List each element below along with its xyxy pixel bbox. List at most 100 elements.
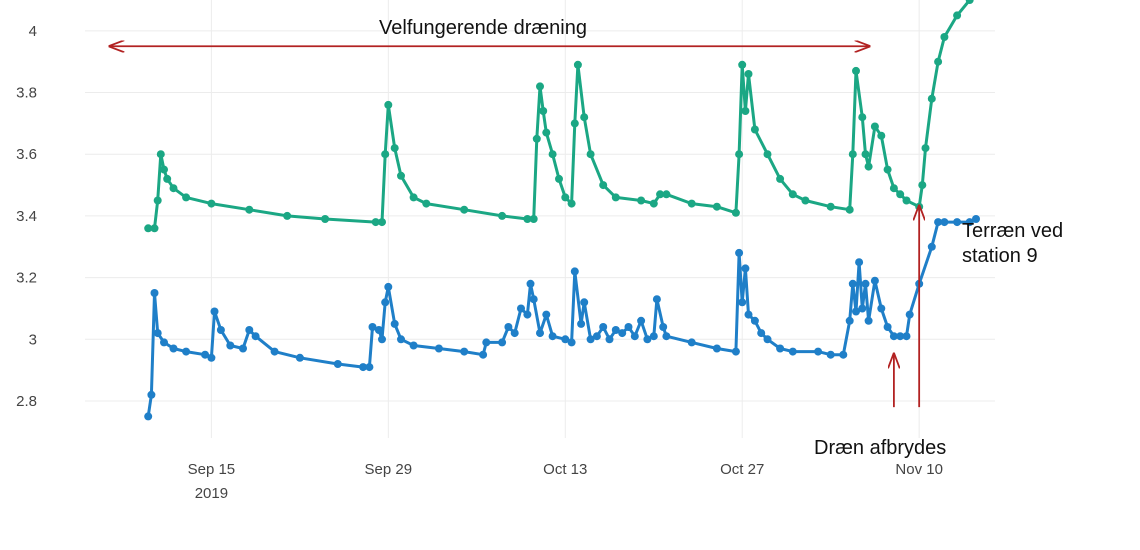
data-point — [757, 329, 766, 338]
y-tick-label: 2.8 — [16, 393, 37, 410]
data-point — [169, 344, 178, 353]
data-point — [918, 181, 927, 190]
data-point — [839, 350, 848, 359]
data-point — [776, 344, 785, 353]
data-point — [741, 264, 750, 273]
annotation-drain-label: Dræn afbrydes — [814, 437, 946, 459]
data-point — [738, 298, 747, 307]
data-point — [160, 165, 168, 174]
data-point — [852, 307, 860, 316]
data-point — [144, 412, 153, 421]
data-point — [409, 193, 418, 202]
data-point — [153, 196, 162, 205]
data-point — [940, 33, 949, 41]
data-point — [245, 326, 254, 334]
data-point — [517, 304, 525, 313]
data-point — [397, 335, 405, 344]
y-tick-label: 3.6 — [16, 146, 37, 163]
data-point — [902, 332, 911, 341]
data-point — [731, 208, 740, 217]
y-tick-label: 3.8 — [16, 85, 37, 102]
data-point — [858, 304, 867, 313]
data-point — [652, 295, 661, 304]
data-point — [855, 258, 864, 267]
data-point — [384, 282, 393, 291]
data-point — [953, 11, 962, 20]
data-point — [226, 341, 235, 350]
data-point — [529, 215, 538, 223]
data-point — [147, 390, 156, 399]
x-axis-tick-labels: Sep 15 2019 Sep 29 Oct 13 Oct 27 Nov 10 — [188, 461, 943, 502]
data-point — [570, 119, 579, 128]
data-point — [826, 202, 835, 211]
data-point — [750, 316, 759, 325]
data-point — [731, 347, 740, 356]
data-point — [333, 360, 342, 368]
data-point — [586, 150, 595, 159]
data-point — [381, 298, 390, 307]
data-point — [526, 279, 535, 288]
data-point — [359, 363, 368, 372]
data-point — [283, 211, 292, 220]
data-point — [374, 326, 383, 334]
data-point — [902, 196, 911, 205]
data-point — [637, 316, 646, 325]
data-point — [927, 242, 936, 251]
data-point — [801, 196, 810, 205]
data-point — [482, 338, 491, 347]
data-point — [940, 218, 949, 227]
data-point — [542, 310, 551, 319]
data-point — [741, 107, 750, 115]
data-point — [744, 70, 753, 78]
annotation-top-label: Velfungerende dræning — [379, 17, 587, 39]
data-point — [599, 323, 608, 331]
data-point — [934, 218, 943, 227]
data-point — [169, 184, 178, 193]
data-point — [567, 338, 576, 347]
y-axis-tick-labels: 2.8 3 3.2 3.4 3.6 3.8 4 — [16, 23, 37, 410]
data-point — [905, 310, 914, 319]
data-point — [561, 193, 570, 202]
data-point — [883, 165, 892, 174]
data-point — [586, 335, 595, 344]
data-point — [378, 335, 386, 344]
data-point — [896, 190, 905, 199]
data-point — [150, 289, 159, 297]
data-point — [861, 150, 870, 159]
data-point — [848, 150, 857, 159]
data-point — [239, 344, 247, 353]
data-point — [877, 131, 886, 140]
data-point — [216, 326, 225, 334]
data-point — [390, 144, 399, 153]
data-point — [599, 181, 608, 190]
data-point — [852, 66, 860, 75]
x-tick-sublabel: 2019 — [195, 485, 228, 502]
data-point — [321, 215, 330, 223]
data-point — [896, 332, 905, 341]
data-point — [201, 350, 210, 359]
data-point — [144, 224, 153, 233]
x-tick-label: Oct 27 — [720, 461, 764, 478]
series-2 — [144, 215, 980, 421]
data-point — [649, 199, 658, 208]
data-point — [877, 304, 886, 313]
data-point — [529, 295, 538, 304]
data-point — [365, 363, 374, 372]
data-point — [889, 184, 898, 193]
data-point — [295, 353, 304, 362]
data-point — [662, 190, 671, 199]
x-tick-label: Nov 10 — [895, 461, 943, 478]
data-point — [156, 150, 165, 159]
data-point — [384, 100, 393, 109]
data-point — [763, 335, 772, 344]
grid — [85, 0, 995, 438]
series-1 — [144, 0, 974, 233]
data-point — [864, 316, 873, 325]
data-point — [712, 344, 721, 353]
data-point — [536, 329, 544, 338]
data-point — [965, 0, 974, 4]
data-point — [567, 199, 576, 208]
y-tick-label: 3 — [29, 331, 37, 348]
data-point — [577, 319, 586, 328]
